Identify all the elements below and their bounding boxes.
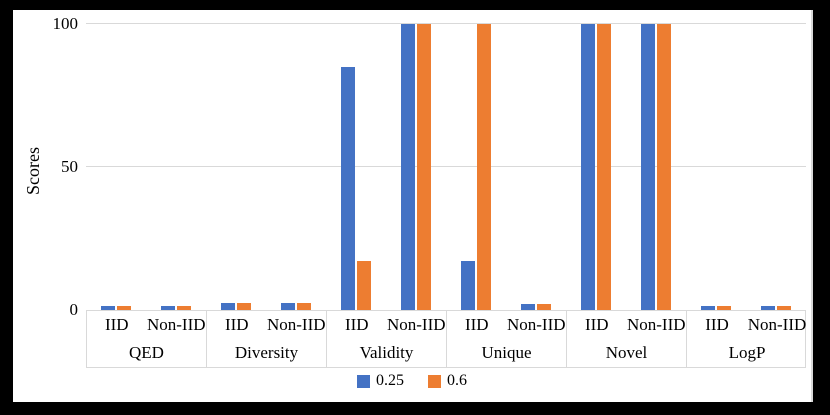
y-tick-label: 100 <box>52 14 79 33</box>
bar-0.25-QED-IID <box>101 306 115 310</box>
legend-item-0.6: 0.6 <box>428 372 467 390</box>
bar-0.6-Unique-Non-IID <box>537 304 551 310</box>
subcategory-label: IID <box>464 315 489 334</box>
bar-0.6-Novel-Non-IID <box>657 24 671 310</box>
bar-0.6-Validity-Non-IID <box>417 24 431 310</box>
category-group-Unique: IID Non-IID Unique <box>447 311 567 367</box>
subcategory-label: Non-IID <box>506 315 566 334</box>
category-group-Validity: IID Non-IID Validity <box>327 311 447 367</box>
bar-0.6-LogP-IID <box>717 306 731 310</box>
subcategory-row: IID Non-IID <box>327 311 446 339</box>
subcategory-row: IID Non-IID <box>447 311 566 339</box>
legend-swatch <box>428 374 441 388</box>
bar-0.25-Novel-IID <box>581 24 595 310</box>
bar-0.25-Novel-Non-IID <box>641 24 655 310</box>
subcategory-row: IID Non-IID <box>207 311 326 339</box>
subcategory-row: IID Non-IID <box>87 311 206 339</box>
category-group-QED: IID Non-IID QED <box>87 311 207 367</box>
bar-0.6-Diversity-Non-IID <box>297 303 311 310</box>
group-label: LogP <box>728 343 766 362</box>
bar-0.6-Novel-IID <box>597 24 611 310</box>
legend-item-0.25: 0.25 <box>357 372 404 390</box>
bar-0.25-Unique-Non-IID <box>521 304 535 310</box>
category-group-Novel: IID Non-IID Novel <box>567 311 687 367</box>
legend-swatch <box>357 374 370 388</box>
bar-0.25-LogP-IID <box>701 306 715 310</box>
bar-0.6-Validity-IID <box>357 261 371 310</box>
plot-area <box>86 10 806 310</box>
bar-0.6-Unique-IID <box>477 24 491 310</box>
group-label: Unique <box>481 343 532 362</box>
legend: 0.25 0.6 <box>13 372 811 390</box>
subcategory-label: Non-IID <box>747 315 807 334</box>
bar-0.25-Unique-IID <box>461 261 475 310</box>
subcategory-label: Non-IID <box>386 315 446 334</box>
subcategory-label: IID <box>584 315 609 334</box>
y-tick-label: 50 <box>61 157 78 176</box>
group-label: Diversity <box>234 343 299 362</box>
bar-0.25-QED-Non-IID <box>161 306 175 310</box>
group-label: QED <box>129 343 164 362</box>
subcategory-label: IID <box>224 315 249 334</box>
subcategory-row: IID Non-IID <box>567 311 686 339</box>
subcategory-label: Non-IID <box>146 315 206 334</box>
bar-0.25-Diversity-Non-IID <box>281 303 295 310</box>
bar-0.25-Validity-Non-IID <box>401 24 415 310</box>
group-label: Validity <box>359 343 414 362</box>
subcategory-row: IID Non-IID <box>687 311 807 339</box>
category-group-LogP: IID Non-IID LogP <box>687 311 807 367</box>
category-group-Diversity: IID Non-IID Diversity <box>207 311 327 367</box>
category-axis: IID Non-IID QED IID Non-IID Diversity IID Non-I… <box>86 310 806 368</box>
subcategory-label: Non-IID <box>626 315 686 334</box>
legend-label: 0.25 <box>376 372 404 389</box>
group-label: Novel <box>605 343 648 362</box>
y-tick-label: 0 <box>69 300 79 319</box>
bar-0.25-Validity-IID <box>341 67 355 310</box>
chart-panel: Scores 0 50 100 IID Non-IID QED IID Non-IID Div… <box>13 10 813 402</box>
bar-0.6-QED-Non-IID <box>177 306 191 310</box>
gridline <box>86 23 806 24</box>
bar-0.6-QED-IID <box>117 306 131 310</box>
legend-label: 0.6 <box>447 372 467 389</box>
subcategory-label: Non-IID <box>266 315 326 334</box>
subcategory-label: IID <box>104 315 129 334</box>
bar-0.6-LogP-Non-IID <box>777 306 791 310</box>
bar-0.25-LogP-Non-IID <box>761 306 775 310</box>
subcategory-label: IID <box>705 315 729 334</box>
gridline <box>86 166 806 167</box>
subcategory-label: IID <box>344 315 369 334</box>
bar-0.25-Diversity-IID <box>221 303 235 310</box>
bar-0.6-Diversity-IID <box>237 303 251 310</box>
